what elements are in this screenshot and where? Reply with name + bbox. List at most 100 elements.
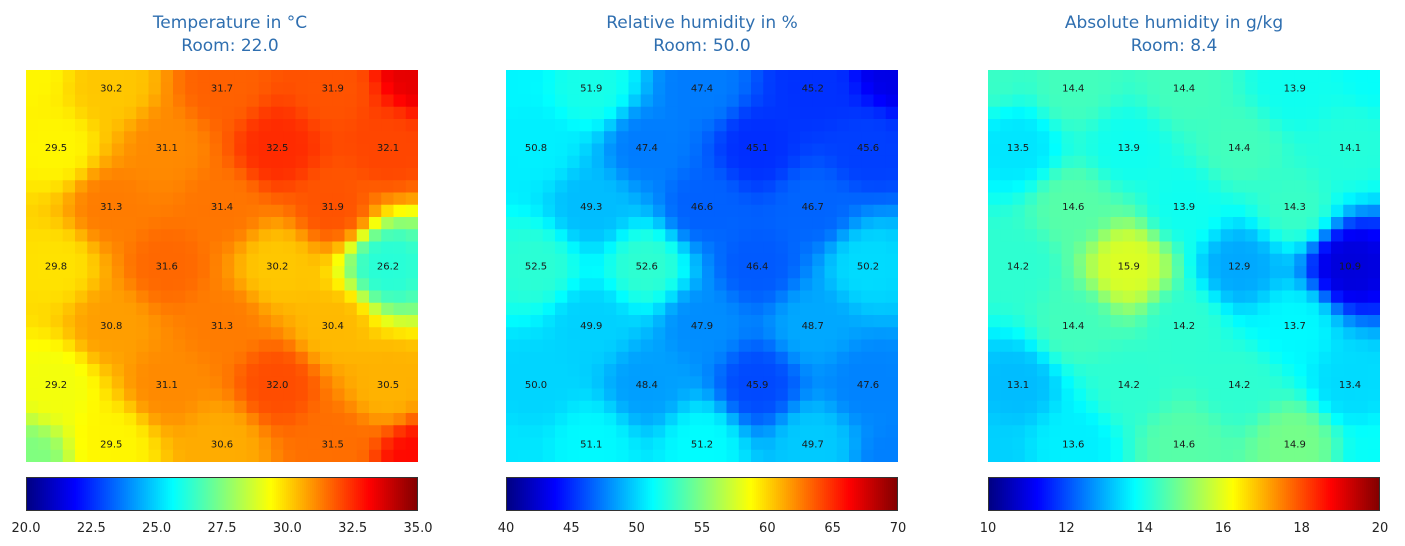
colorbar-segment — [1226, 477, 1229, 511]
sensor-value-label: 14.4 — [1062, 321, 1084, 332]
heatmap-cell — [702, 351, 715, 365]
heatmap-cell — [1012, 400, 1026, 414]
heatmap-cell — [1159, 364, 1173, 377]
heatmap-cell — [1367, 106, 1380, 120]
heatmap-cell — [689, 278, 703, 292]
colorbar-segment — [1114, 477, 1117, 511]
heatmap-cell — [1171, 168, 1185, 181]
heatmap-cell — [653, 119, 666, 132]
heatmap-cell — [861, 290, 875, 304]
heatmap-cell — [1269, 413, 1283, 426]
heatmap-cell — [50, 155, 64, 169]
heatmap-cell — [1073, 94, 1087, 108]
heatmap-cell — [738, 119, 752, 132]
heatmap-cell — [1208, 364, 1222, 377]
heatmap-cell — [640, 327, 654, 341]
heatmap-cell — [1110, 278, 1124, 292]
colorbar-segment — [370, 477, 373, 511]
heatmap-cell — [1294, 437, 1308, 451]
heatmap-cell — [677, 364, 691, 377]
heatmap-cell — [332, 339, 346, 353]
heatmap-cell — [393, 82, 407, 96]
colorbar-segment — [98, 477, 101, 511]
heatmap-cell — [861, 217, 875, 230]
heatmap-cell — [1012, 119, 1026, 132]
heatmap-cell — [173, 192, 186, 206]
colorbar-segment — [832, 477, 835, 511]
heatmap-cell — [873, 290, 887, 304]
heatmap-cell — [111, 217, 125, 230]
colorbar-segment — [560, 477, 563, 511]
heatmap-cell — [1024, 339, 1038, 353]
heatmap-cell — [726, 388, 740, 402]
heatmap-cell — [1245, 143, 1259, 157]
heatmap-cell — [616, 119, 630, 132]
heatmap-cell — [604, 364, 617, 377]
heatmap-cell — [787, 119, 801, 132]
heatmap-cell — [689, 327, 703, 341]
heatmap-cell — [988, 119, 1001, 132]
heatmap-cell — [111, 339, 125, 353]
heatmap-cell — [124, 253, 137, 267]
heatmap-cell — [812, 106, 826, 120]
colorbar-segment — [670, 477, 673, 511]
colorbar-segment — [616, 477, 619, 511]
colorbar-segment — [522, 477, 525, 511]
heatmap-cell — [1220, 119, 1234, 132]
heatmap-cell — [1343, 94, 1357, 108]
heatmap-cell — [87, 82, 101, 96]
heatmap-cell — [763, 327, 777, 341]
heatmap-cell — [1000, 229, 1014, 243]
heatmap-cell — [812, 266, 826, 279]
heatmap-cell — [26, 302, 39, 316]
heatmap-cell — [1306, 82, 1320, 96]
heatmap-cell — [173, 241, 186, 255]
heatmap-cell — [555, 339, 568, 353]
heatmap-cell — [1343, 364, 1357, 377]
heatmap-cell — [1269, 315, 1283, 328]
heatmap-cell — [1367, 449, 1380, 462]
heatmap-cell — [136, 327, 150, 341]
heatmap-cell — [258, 253, 272, 267]
heatmap-cell — [1184, 315, 1197, 328]
heatmap-cell — [689, 364, 703, 377]
heatmap-cell — [1147, 155, 1161, 169]
heatmap-cell — [50, 94, 64, 108]
sensor-value-label: 51.2 — [691, 440, 713, 451]
colorbar-segment — [892, 477, 895, 511]
colorbar-segment — [1270, 477, 1273, 511]
heatmap-cell — [689, 413, 703, 426]
heatmap-cell — [148, 168, 162, 181]
colorbar-segment — [188, 477, 191, 511]
heatmap-cell — [148, 339, 162, 353]
heatmap-cell — [222, 180, 235, 194]
colorbar-segment — [1024, 477, 1027, 511]
heatmap-cell — [542, 70, 556, 83]
heatmap-cell — [873, 70, 887, 83]
heatmap-cell — [1233, 204, 1246, 218]
heatmap-cell — [640, 364, 654, 377]
heatmap-cell — [160, 327, 174, 341]
heatmap-cell — [173, 143, 186, 157]
heatmap-cell — [148, 82, 162, 96]
heatmap-cell — [381, 302, 395, 316]
heatmap-cell — [320, 266, 333, 279]
heatmap-cell — [271, 425, 284, 439]
heatmap-cell — [591, 449, 605, 462]
heatmap-cell — [332, 302, 346, 316]
colorbar-segment — [680, 477, 683, 511]
heatmap-cell — [665, 192, 679, 206]
colorbar-segment — [344, 477, 347, 511]
heatmap-cell — [1135, 143, 1148, 157]
heatmap-cell — [665, 82, 679, 96]
heatmap-cell — [38, 290, 52, 304]
heatmap-cell — [307, 143, 321, 157]
heatmap-cell — [800, 449, 813, 462]
heatmap-cell — [1257, 143, 1271, 157]
heatmap-cell — [1220, 82, 1234, 96]
heatmap-cell — [640, 449, 654, 462]
heatmap-cell — [1294, 119, 1308, 132]
heatmap-cell — [1367, 131, 1380, 145]
heatmap-cell — [271, 376, 284, 390]
sensor-value-label: 31.5 — [322, 440, 344, 451]
